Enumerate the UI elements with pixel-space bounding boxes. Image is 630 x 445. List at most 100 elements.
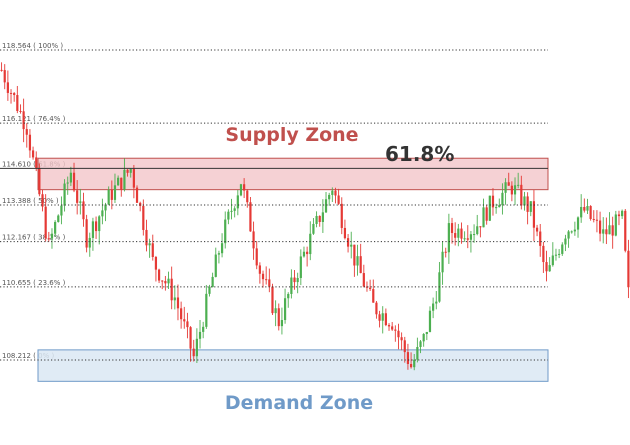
candle (517, 172, 520, 189)
candle (469, 231, 473, 253)
candle-body (454, 233, 457, 238)
candle (444, 247, 447, 258)
candle (485, 204, 488, 225)
candle (406, 343, 410, 370)
candle (214, 247, 217, 278)
candle (28, 129, 32, 158)
candle (372, 279, 375, 303)
candle (120, 177, 123, 197)
candle (299, 249, 302, 286)
candle (50, 228, 54, 249)
candle (19, 104, 22, 114)
candle (561, 242, 564, 256)
candle (195, 328, 198, 363)
candle (520, 175, 523, 210)
candle-body (280, 320, 284, 327)
candle-body (627, 250, 630, 288)
candle-body (495, 207, 498, 209)
candle (255, 241, 258, 270)
candle (94, 216, 98, 239)
candle-body (170, 278, 173, 301)
candle (598, 211, 602, 242)
candle-body (343, 227, 347, 239)
candle (324, 191, 328, 214)
candle-body (186, 321, 189, 328)
candle-body (66, 182, 69, 184)
candle (249, 196, 252, 232)
candle-body (211, 276, 214, 288)
candle (576, 216, 580, 238)
candle (545, 250, 548, 282)
candle (290, 269, 293, 299)
candle-body (126, 169, 129, 173)
candle-body (321, 212, 324, 222)
candle-body (513, 185, 517, 195)
candle-body (19, 110, 22, 112)
candle (447, 213, 450, 264)
fibonacci-lines-overlay (0, 49, 548, 361)
candle-body (85, 219, 88, 248)
candle-body (148, 243, 151, 246)
candle-body (507, 182, 510, 186)
candle-body (265, 279, 268, 281)
fib-level-label: 118.564 ( 100% ) (2, 42, 63, 50)
candle-body (586, 206, 589, 211)
candle-body (312, 223, 315, 234)
candle-body (413, 359, 416, 368)
candle-body (293, 277, 296, 283)
candle (381, 306, 384, 334)
candle-body (397, 330, 400, 338)
candle (173, 285, 176, 310)
candle-body (545, 262, 548, 272)
candle (88, 232, 91, 257)
candle-body (624, 210, 627, 251)
candle-body (331, 190, 334, 195)
demand-zone-label: Demand Zone (225, 392, 373, 414)
candle (532, 190, 536, 241)
candle-body (255, 248, 258, 266)
candle-body (583, 206, 586, 211)
candle-body (353, 244, 356, 266)
candle (117, 175, 120, 186)
candle-body (6, 82, 9, 93)
candle (72, 162, 76, 193)
candle (539, 223, 542, 257)
candle-body (208, 287, 211, 294)
candle-body (608, 225, 611, 235)
candle-body (88, 237, 91, 248)
candle (614, 210, 617, 237)
candle-body (13, 93, 16, 96)
candle-body (28, 134, 32, 151)
candle-body (16, 95, 19, 111)
candle (482, 198, 485, 228)
candle-body (425, 331, 428, 335)
candle (450, 217, 454, 244)
candle-body (164, 281, 167, 284)
candle (205, 284, 208, 329)
candle (66, 176, 69, 195)
candle-body (246, 190, 249, 203)
candle-body (491, 195, 495, 208)
candle (554, 248, 558, 261)
candle-body (214, 254, 217, 277)
candle-body (554, 254, 558, 256)
candle-body (337, 195, 340, 204)
candle (394, 325, 397, 342)
candle-body (3, 70, 6, 83)
candles (0, 62, 630, 371)
candle (504, 178, 507, 205)
candle-body (381, 313, 384, 321)
candle-body (567, 231, 570, 239)
candle (113, 173, 117, 204)
fibonacci-levels: 118.564 ( 100% ) 116.121 ( 76.4% ) 114.610… (2, 42, 66, 360)
candle-body (592, 218, 595, 220)
candle-body (277, 308, 280, 327)
candle (271, 283, 274, 315)
candle (82, 192, 85, 227)
candle-body (375, 302, 378, 315)
candle-body (113, 185, 117, 200)
candle (353, 244, 356, 277)
candle (154, 255, 158, 282)
candle-body (365, 286, 369, 288)
